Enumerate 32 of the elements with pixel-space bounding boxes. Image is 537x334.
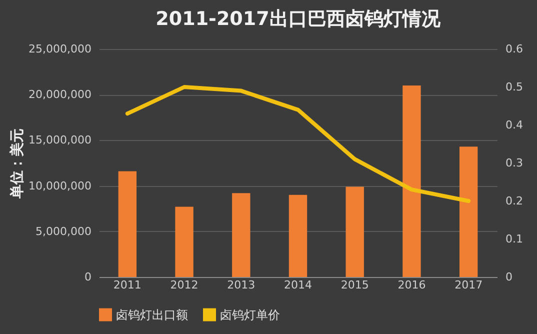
- y2-tick-label: 0.6: [506, 42, 523, 56]
- bar: [232, 193, 250, 277]
- x-tick-label: 2017: [454, 278, 483, 292]
- y-tick-label: 0: [84, 270, 92, 284]
- x-tick-label: 2012: [170, 278, 198, 292]
- line-series: [125, 85, 471, 203]
- bar: [288, 194, 308, 277]
- y2-tick-label: 0.5: [506, 80, 523, 94]
- legend-label: 卤钨灯出口额: [116, 308, 188, 322]
- y2-tick-label: 0: [506, 270, 512, 284]
- y2-tick-label: 0.3: [506, 156, 523, 170]
- y-tick-label: 10,000,000: [28, 179, 92, 192]
- y-tick-label: 20,000,000: [28, 88, 92, 102]
- y2-tick-label: 0.2: [506, 194, 523, 208]
- y-axis-title: 单位：美元: [8, 128, 26, 200]
- y-tick-label: 5,000,000: [36, 224, 92, 238]
- y2-tick-label: 0.4: [506, 118, 523, 132]
- chart-title: 2011-2017出口巴西卤钨灯情况: [156, 8, 442, 30]
- y-tick-label: 25,000,000: [28, 42, 92, 56]
- legend-label: 卤钨灯单价: [220, 308, 280, 322]
- bar: [402, 85, 421, 277]
- y-tick-label: 15,000,000: [28, 134, 92, 147]
- bar: [459, 146, 478, 277]
- bar: [175, 206, 194, 277]
- x-tick-label: 2014: [284, 278, 312, 292]
- bar: [118, 171, 137, 277]
- y2-tick-label: 0.1: [506, 232, 523, 246]
- x-tick-label: 2013: [227, 278, 256, 292]
- x-tick-label: 2015: [340, 278, 369, 292]
- bar: [346, 186, 364, 277]
- x-tick-label: 2016: [398, 278, 426, 292]
- x-tick-label: 2011: [113, 278, 142, 292]
